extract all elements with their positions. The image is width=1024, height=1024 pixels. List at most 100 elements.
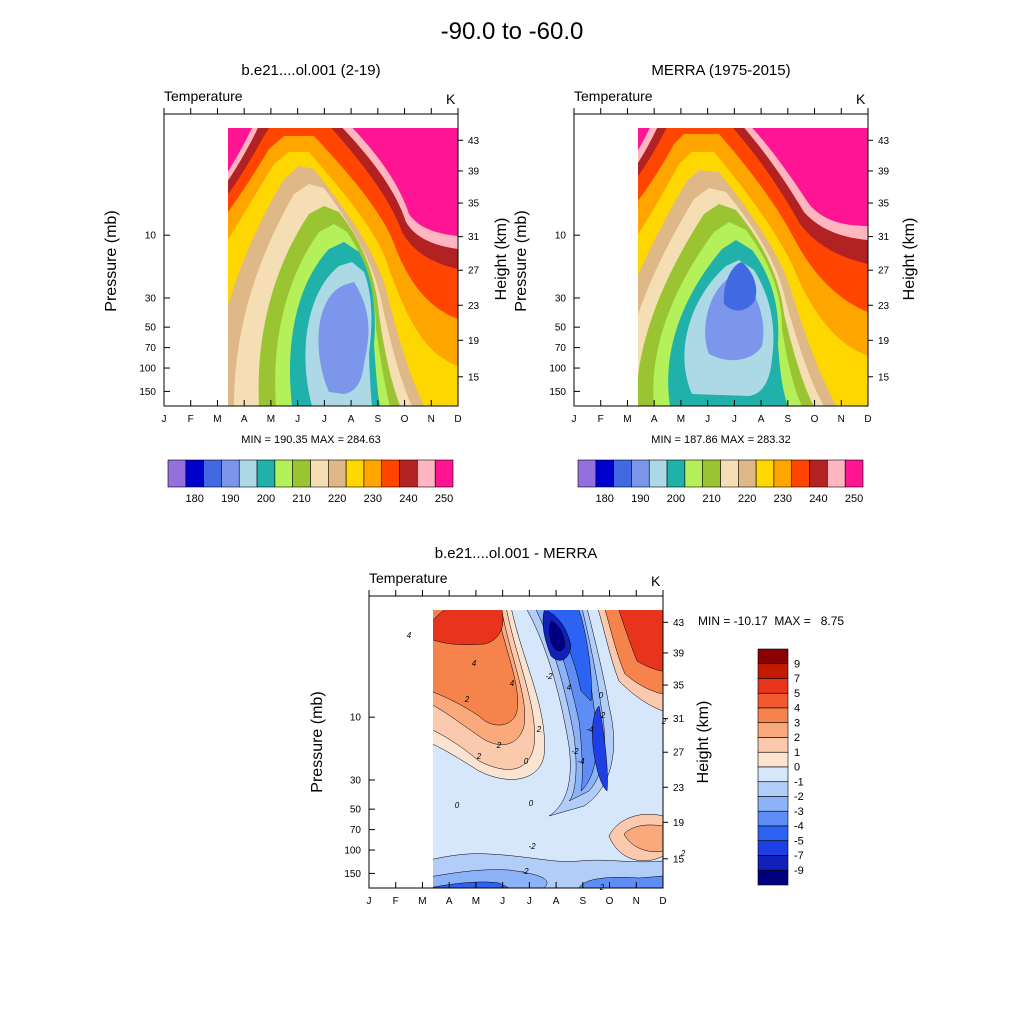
colorbar-label: -5	[794, 835, 804, 847]
colorbar-swatch	[203, 459, 222, 488]
y2-tick-label: 23	[468, 301, 480, 312]
colorbar-label: -2	[794, 791, 804, 803]
colorbar-label: 190	[631, 493, 649, 505]
colorbar-swatch	[757, 692, 789, 709]
colorbar-swatch	[702, 459, 721, 488]
y2-tick-label: 43	[468, 136, 480, 147]
contour-label: 4	[567, 683, 572, 692]
contour-label: -4	[577, 757, 585, 766]
panel2-ticks: J F M A M J J A S O N D 10 30 50 70 100 150 43 39 35 31 27 23 19…	[549, 108, 890, 425]
y-tick-label: 70	[145, 343, 157, 354]
colorbar-label: 190	[221, 493, 239, 505]
y-tick-label: 30	[145, 293, 157, 304]
y2-tick-label: 27	[673, 748, 685, 759]
colorbar-label: 1	[794, 747, 800, 759]
x-tick-label: J	[572, 414, 577, 425]
panel2-variable: Temperature	[574, 88, 653, 104]
x-tick-label: S	[784, 414, 791, 425]
colorbar-label: 7	[794, 673, 800, 685]
panel1-stats: MIN = 190.35 MAX = 284.63	[241, 434, 381, 446]
contour-label: 2	[464, 695, 470, 704]
contour-label: 2	[476, 752, 482, 761]
x-tick-label: J	[367, 896, 372, 907]
colorbar-swatch	[238, 459, 258, 488]
x-tick-label: M	[472, 896, 480, 907]
x-tick-label: J	[732, 414, 737, 425]
x-tick-label: N	[838, 414, 845, 425]
panel1-plot: J F M A M J J A S O N D 10 30 50 70 100 150 43 39 35 31 27 23 19…	[139, 108, 480, 425]
x-tick-label: J	[295, 414, 300, 425]
panel1-fill	[228, 128, 458, 406]
colorbar-label: 5	[794, 688, 800, 700]
colorbar-label: 9	[794, 658, 800, 670]
colorbar-swatch	[292, 459, 311, 488]
panel1-ticks: J F M A M J J A S O N D 10 30 50 70 100 150 43 39 35 31 27 23 19…	[139, 108, 480, 425]
colorbar-swatch	[738, 459, 757, 488]
x-tick-label: J	[500, 896, 505, 907]
x-tick-label: A	[241, 414, 248, 425]
x-tick-label: N	[428, 414, 435, 425]
colorbar-label: 4	[794, 703, 800, 715]
colorbar-swatch	[757, 796, 789, 812]
colorbar-label: 220	[738, 493, 756, 505]
colorbar-swatch	[684, 459, 703, 488]
colorbar-label: 200	[667, 493, 685, 505]
y2-tick-label: 39	[673, 648, 685, 659]
colorbar-label: 2	[794, 732, 800, 744]
colorbar-label: 200	[257, 493, 275, 505]
y-tick-label: 100	[549, 364, 566, 375]
x-tick-label: J	[705, 414, 710, 425]
contour-label: 0	[599, 691, 604, 700]
contour-label: -4	[586, 725, 594, 734]
x-tick-label: O	[811, 414, 819, 425]
colorbar-swatch	[310, 459, 329, 488]
colorbar-swatch	[827, 459, 846, 488]
y-tick-label: 50	[350, 805, 362, 816]
panel3-colorbar: 9 7 5 4 3 2 1 0 -1 -2 -3 -4 -5 -7 -9	[757, 648, 804, 886]
y-tick-label: 100	[344, 846, 361, 857]
colorbar-swatch	[757, 810, 789, 827]
colorbar-swatch	[773, 459, 793, 488]
panel3-frame	[368, 595, 664, 889]
colorbar-swatch	[399, 459, 418, 488]
colorbar-label: 230	[774, 493, 792, 505]
contour-label: 0	[529, 799, 534, 808]
colorbar-swatch	[185, 459, 204, 488]
colorbar-swatch	[417, 459, 436, 488]
contour-label: 2	[599, 883, 605, 892]
colorbar-swatch	[844, 459, 864, 488]
colorbar-label: 220	[328, 493, 346, 505]
y2-tick-label: 31	[878, 232, 890, 243]
x-tick-label: O	[401, 414, 409, 425]
colorbar-swatch	[666, 459, 686, 488]
y2-tick-label: 43	[673, 618, 685, 629]
colorbar-swatch	[720, 459, 739, 488]
panel3-ticks: J F M A M J J A S O N D1030507010015043393531272319…	[344, 590, 685, 907]
colorbar-swatch	[757, 840, 789, 856]
panel1-variable: Temperature	[164, 88, 243, 104]
y-tick-label: 50	[555, 323, 567, 334]
y2-tick-label: 27	[468, 266, 480, 277]
colorbar-swatch	[757, 869, 789, 886]
y-tick-label: 150	[344, 869, 361, 880]
colorbar-label: -7	[794, 850, 804, 862]
colorbar-label: -9	[794, 865, 804, 877]
y2-tick-label: 35	[468, 199, 480, 210]
x-tick-label: F	[393, 896, 399, 907]
y2-tick-label: 23	[673, 783, 685, 794]
panel3-units: K	[651, 573, 661, 589]
contour-label: 2	[600, 711, 606, 720]
colorbar-swatch	[381, 459, 400, 488]
x-tick-label: S	[579, 896, 586, 907]
panel3-fill	[433, 610, 664, 889]
contour-label: 4	[407, 631, 412, 640]
panel3-variable: Temperature	[369, 570, 448, 586]
contour-label: 2	[496, 741, 502, 750]
y2-tick-label: 31	[468, 232, 480, 243]
contour-label: 4	[472, 659, 477, 668]
colorbar-label: 210	[292, 493, 310, 505]
colorbar-swatch	[648, 459, 668, 488]
contour-label: 0	[455, 801, 460, 810]
panel2-units: K	[856, 91, 866, 107]
x-tick-label: D	[864, 414, 871, 425]
